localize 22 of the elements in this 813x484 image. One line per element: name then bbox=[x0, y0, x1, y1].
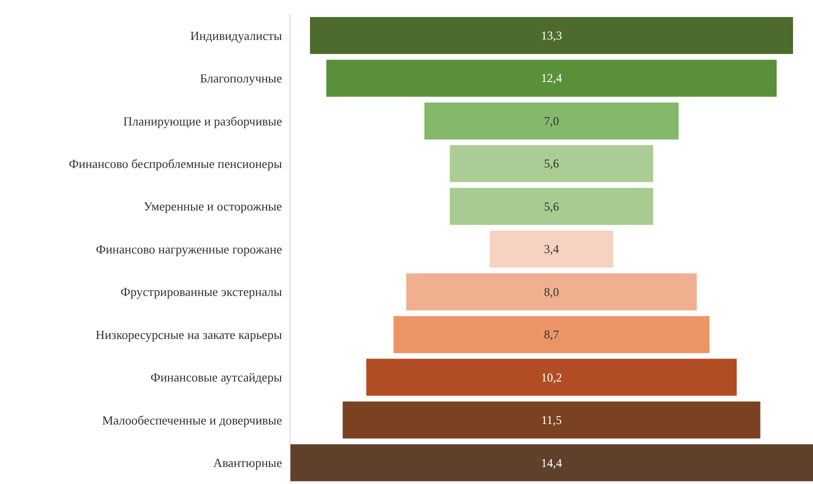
category-label: Фрустрированные экстерналы bbox=[120, 285, 283, 300]
category-label: Благополучные bbox=[200, 72, 282, 86]
data-label: 5,6 bbox=[544, 199, 559, 214]
category-label: Финансово беспроблемные пенсионеры bbox=[68, 156, 283, 171]
data-label: 8,0 bbox=[544, 284, 559, 299]
category-label: Планирующие и разборчивые bbox=[123, 114, 282, 128]
category-label: Умеренные и осторожные bbox=[144, 200, 282, 214]
data-label: 10,2 bbox=[541, 370, 562, 384]
category-label: Финансовые аутсайдеры bbox=[150, 370, 283, 385]
category-label: Авантюрные bbox=[213, 456, 282, 470]
category-label: Финансово нагруженные горожане bbox=[96, 242, 282, 256]
category-label: Низкоресурсные на закате карьеры bbox=[96, 328, 283, 342]
data-label: 8,7 bbox=[544, 328, 559, 342]
data-label: 5,6 bbox=[544, 156, 559, 171]
data-label: 3,4 bbox=[544, 242, 559, 256]
data-label: 13,3 bbox=[541, 28, 562, 42]
data-label: 14,4 bbox=[541, 456, 562, 470]
category-label: Индивидуалисты bbox=[190, 28, 283, 43]
data-label: 11,5 bbox=[541, 413, 562, 428]
data-label: 7,0 bbox=[544, 114, 559, 128]
data-label: 12,4 bbox=[541, 71, 562, 86]
category-label: Малообеспеченные и доверчивые bbox=[102, 413, 282, 428]
